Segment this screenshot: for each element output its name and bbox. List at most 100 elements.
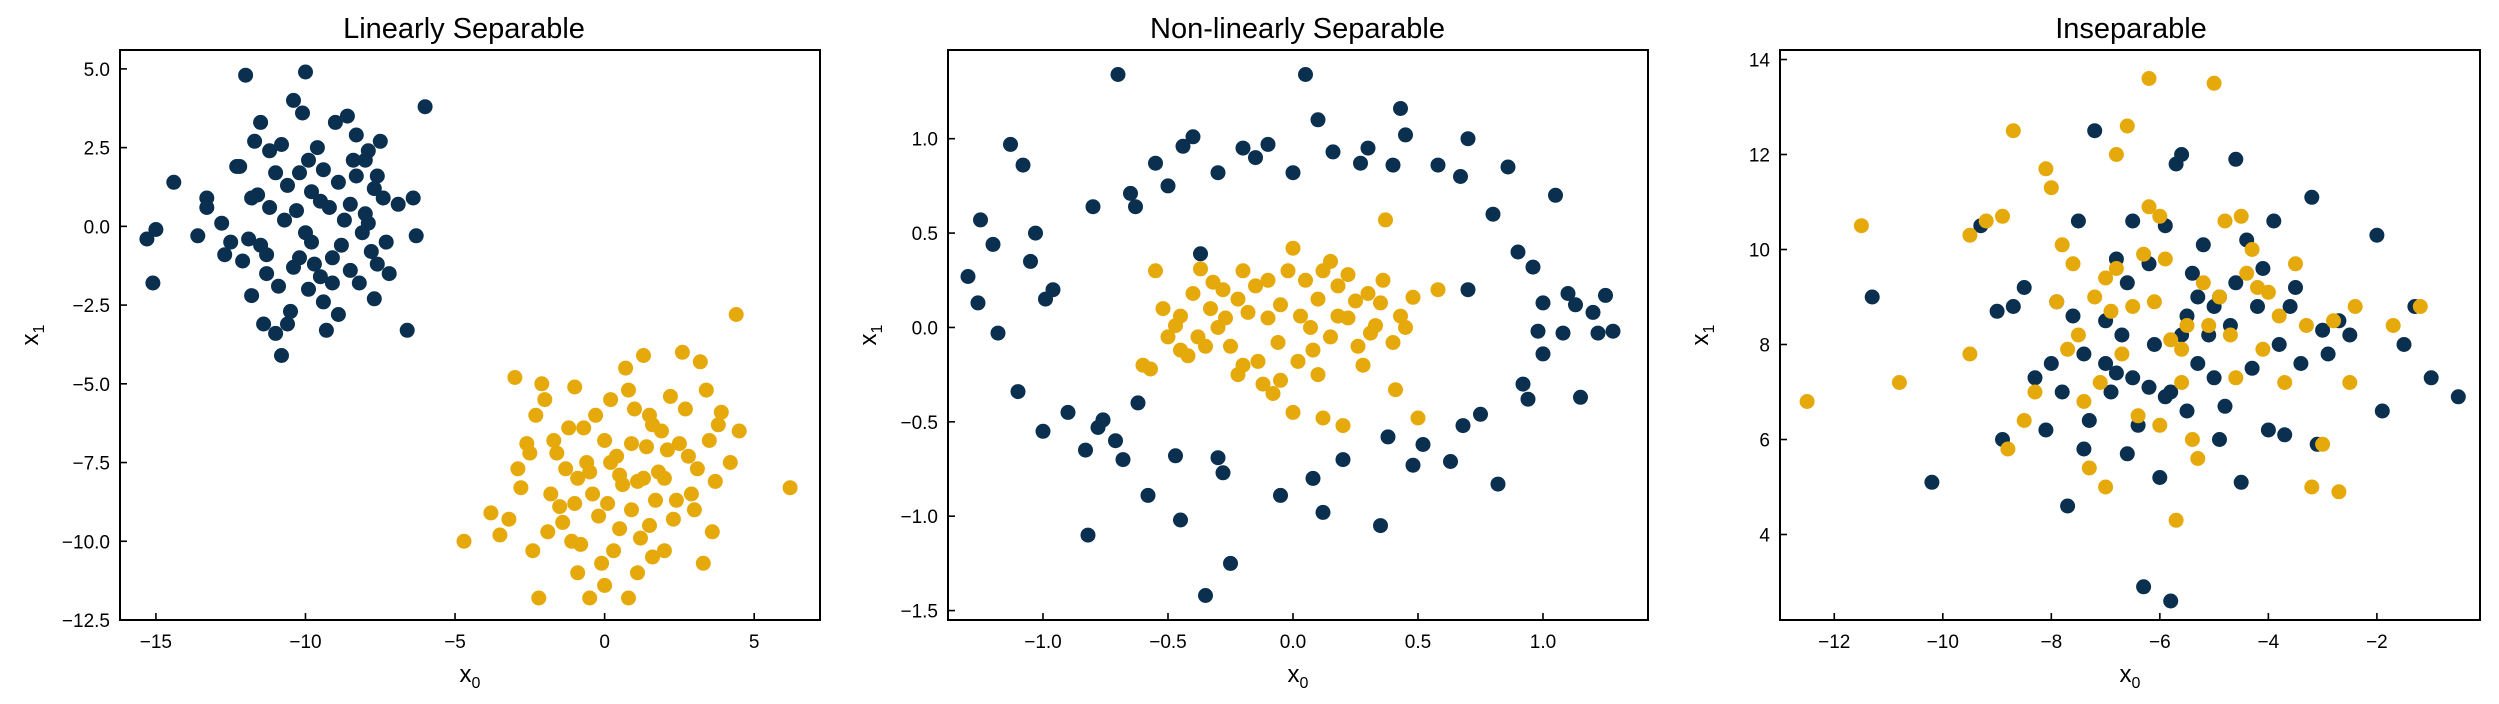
data-point-class-1 (2174, 341, 2190, 357)
data-point-class-0 (2342, 327, 2358, 343)
data-point-class-0 (318, 322, 334, 338)
data-point-class-0 (1560, 286, 1576, 301)
data-point-class-1 (588, 407, 604, 423)
data-point-class-1 (2157, 251, 2173, 267)
data-point-class-1 (2108, 147, 2124, 162)
data-point-class-1 (642, 518, 657, 533)
data-point-class-1 (1160, 329, 1176, 345)
data-point-class-1 (1193, 261, 1208, 277)
data-point-class-0 (280, 177, 295, 193)
data-point-class-1 (1310, 367, 1326, 383)
data-point-class-0 (1310, 112, 1326, 128)
data-point-class-0 (1193, 246, 1208, 262)
data-point-class-0 (1515, 376, 1531, 392)
data-point-class-1 (648, 492, 663, 508)
data-point-class-0 (2277, 427, 2293, 443)
data-point-class-0 (973, 212, 988, 228)
data-point-class-1 (528, 407, 544, 423)
data-point-class-0 (298, 64, 313, 80)
x-tick-label: −8 (2040, 632, 2062, 653)
data-point-class-0 (2260, 422, 2276, 438)
data-point-class-1 (1355, 357, 1371, 373)
data-point-class-1 (510, 461, 526, 477)
y-tick-label: 8 (1759, 336, 1770, 357)
data-point-class-0 (1285, 165, 1301, 181)
data-point-class-0 (1530, 323, 1546, 339)
data-point-class-0 (2070, 213, 2086, 229)
data-point-class-0 (1128, 199, 1143, 215)
data-point-class-1 (2212, 289, 2227, 305)
data-point-class-0 (277, 212, 292, 228)
data-point-class-1 (713, 404, 729, 420)
data-point-class-0 (271, 278, 286, 294)
data-point-class-0 (1298, 67, 1313, 82)
y-tick-label: 10 (1749, 241, 1770, 262)
data-point-class-0 (2282, 299, 2298, 314)
data-point-class-0 (2190, 356, 2206, 371)
data-point-class-1 (597, 577, 613, 593)
data-point-class-0 (1115, 452, 1131, 468)
data-point-class-0 (2315, 322, 2331, 338)
data-point-class-1 (2070, 327, 2086, 343)
data-point-class-0 (2369, 227, 2385, 243)
y-tick-label: −10.0 (62, 532, 110, 553)
data-point-class-0 (1028, 225, 1043, 241)
data-point-class-0 (295, 105, 310, 121)
data-point-class-1 (2098, 479, 2114, 495)
data-point-class-0 (2190, 289, 2206, 305)
x-tick-label: −2 (2366, 632, 2388, 653)
data-point-class-0 (1108, 433, 1123, 449)
data-point-class-1 (1373, 295, 1388, 311)
data-point-class-0 (259, 247, 275, 263)
data-point-class-1 (540, 524, 556, 540)
data-point-class-0 (145, 275, 161, 291)
data-point-class-1 (1340, 267, 1356, 283)
data-point-class-0 (283, 303, 298, 319)
y-tick-label: 4 (1759, 526, 1770, 547)
data-point-class-0 (259, 266, 275, 282)
data-point-class-1 (677, 401, 693, 417)
data-point-class-0 (315, 162, 331, 178)
data-point-class-0 (241, 231, 257, 247)
data-point-class-0 (139, 231, 155, 247)
data-point-class-0 (315, 294, 331, 310)
data-point-class-1 (1298, 272, 1313, 288)
data-point-class-1 (2098, 270, 2114, 286)
data-point-class-1 (1350, 338, 1366, 354)
data-point-class-0 (286, 92, 301, 108)
y-tick-label: −5.0 (72, 375, 110, 396)
data-point-class-0 (324, 250, 340, 266)
data-point-class-1 (2119, 118, 2135, 134)
data-point-class-1 (1173, 342, 1188, 358)
data-point-class-1 (680, 448, 696, 464)
data-point-class-0 (1123, 185, 1138, 201)
data-point-class-0 (1003, 136, 1018, 152)
data-point-class-0 (2266, 213, 2282, 229)
data-point-class-1 (576, 420, 592, 436)
data-point-class-0 (1273, 487, 1288, 503)
data-point-class-0 (369, 256, 385, 272)
data-point-class-0 (1864, 289, 1880, 305)
data-point-class-0 (360, 215, 376, 231)
data-point-class-1 (1323, 329, 1338, 345)
data-point-class-1 (567, 379, 583, 395)
data-point-class-0 (148, 222, 164, 237)
data-point-class-0 (2076, 441, 2092, 457)
data-point-class-0 (2125, 213, 2141, 229)
data-point-class-1 (636, 348, 651, 363)
data-point-class-1 (1330, 278, 1346, 294)
data-point-class-1 (2298, 318, 2314, 333)
data-point-class-1 (2049, 294, 2065, 310)
data-point-class-1 (656, 470, 672, 486)
data-point-class-1 (582, 464, 598, 480)
data-point-class-0 (199, 200, 215, 215)
data-point-class-1 (2412, 299, 2428, 314)
data-point-class-0 (351, 275, 367, 291)
data-point-class-0 (298, 225, 313, 241)
data-point-class-0 (366, 291, 382, 307)
data-point-class-0 (2304, 189, 2320, 205)
data-point-class-0 (1989, 303, 2005, 319)
data-points (1799, 71, 2466, 609)
data-point-class-1 (701, 433, 717, 448)
data-point-class-1 (1273, 297, 1288, 313)
